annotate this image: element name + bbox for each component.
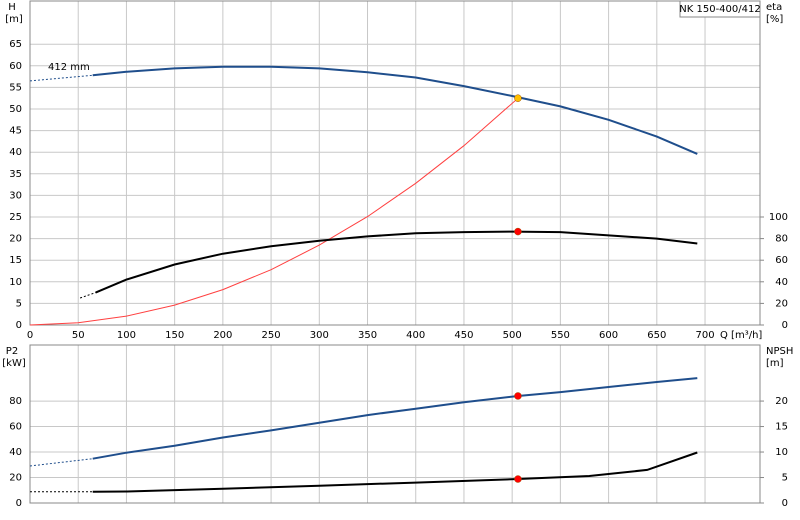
x-tick-label: 150 — [165, 330, 184, 341]
box-label: NK 150-400/412 — [679, 4, 760, 15]
y-tick-label: 5 — [16, 298, 22, 309]
y-tick-label: 45 — [9, 126, 22, 137]
x-tick-label: 250 — [262, 330, 281, 341]
x-tick-label: 650 — [647, 330, 666, 341]
y-tick-label: 80 — [9, 396, 22, 407]
y2-axis-label: eta — [766, 2, 782, 13]
y-tick-label: 35 — [9, 169, 22, 180]
y2-tick-label: 15 — [775, 422, 788, 433]
x-tick-label: 700 — [695, 330, 714, 341]
y-tick-label: 65 — [9, 39, 22, 50]
y-tick-label: 60 — [9, 422, 22, 433]
y-tick-label: 0 — [16, 498, 22, 509]
x-tick-label: 100 — [117, 330, 136, 341]
y-tick-label: 10 — [9, 277, 22, 288]
x-axis-label: Q [m³/h] — [720, 330, 762, 341]
y-tick-label: 40 — [9, 447, 22, 458]
y2-tick-label: 10 — [775, 447, 788, 458]
y-axis-unit: [m] — [5, 14, 23, 25]
y-axis-unit: [kW] — [2, 358, 26, 369]
x-tick-label: 400 — [406, 330, 425, 341]
curve — [29, 97, 519, 326]
y-axis-label: H — [8, 2, 16, 13]
x-tick-label: 550 — [551, 330, 570, 341]
y2-tick-label: 100 — [769, 212, 788, 223]
x-tick-label: 0 — [27, 330, 33, 341]
y2-tick-label: 20 — [775, 396, 788, 407]
x-tick-label: 200 — [213, 330, 232, 341]
y2-tick-label: 60 — [775, 255, 788, 266]
x-tick-label: 350 — [358, 330, 377, 341]
y2-tick-label: 0 — [782, 498, 788, 509]
curve — [92, 451, 698, 493]
y-tick-label: 60 — [9, 61, 22, 72]
y-tick-label: 20 — [9, 473, 22, 484]
y-tick-label: 25 — [9, 212, 22, 223]
y-tick-label: 15 — [9, 255, 22, 266]
curve-extension — [29, 74, 93, 82]
y-tick-label: 0 — [16, 320, 22, 331]
plot-frame — [29, 344, 761, 504]
curve-label: 412 mm — [48, 62, 90, 73]
x-tick-label: 500 — [503, 330, 522, 341]
x-tick-label: 50 — [72, 330, 85, 341]
y2-axis-label: NPSH — [766, 346, 793, 357]
curve — [95, 230, 698, 294]
y-axis-label: P2 — [6, 346, 18, 357]
operating-point — [514, 392, 522, 400]
curve-extension — [79, 292, 96, 299]
y2-tick-label: 80 — [775, 234, 788, 245]
curve — [92, 65, 698, 155]
y2-axis-unit: [m] — [766, 358, 784, 369]
operating-point — [514, 227, 522, 236]
y2-axis-unit: [%] — [766, 14, 783, 25]
x-tick-label: 450 — [454, 330, 473, 341]
y-tick-label: 20 — [9, 234, 22, 245]
x-tick-label: 300 — [310, 330, 329, 341]
y-tick-label: 55 — [9, 82, 22, 93]
x-tick-label: 600 — [599, 330, 618, 341]
operating-point — [514, 94, 522, 102]
operating-point — [514, 475, 522, 483]
y-tick-label: 30 — [9, 190, 22, 201]
curve — [92, 377, 698, 460]
plot-frame — [29, 0, 761, 326]
plot-background — [30, 345, 760, 503]
label-box — [679, 0, 761, 18]
y2-tick-label: 5 — [782, 473, 788, 484]
y-tick-label: 50 — [9, 104, 22, 115]
y2-tick-label: 20 — [775, 298, 788, 309]
curve-extension — [29, 458, 93, 467]
y-tick-label: 40 — [9, 147, 22, 158]
y2-tick-label: 40 — [775, 277, 788, 288]
y2-tick-label: 0 — [782, 320, 788, 331]
